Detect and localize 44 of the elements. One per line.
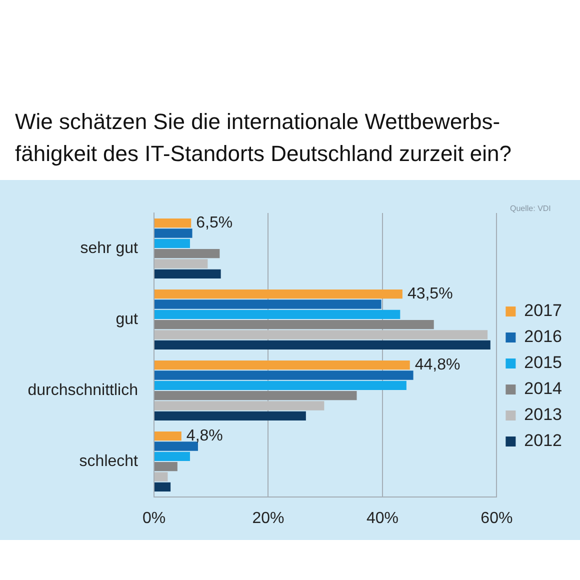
y-tick-label: durchschnittlich bbox=[28, 382, 138, 399]
legend-label: 2017 bbox=[524, 301, 562, 320]
legend-label: 2016 bbox=[524, 327, 562, 346]
y-tick-label: gut bbox=[116, 310, 139, 328]
bar bbox=[154, 472, 168, 482]
bar bbox=[154, 360, 410, 370]
bar bbox=[154, 380, 406, 390]
bar bbox=[154, 330, 488, 340]
bar bbox=[154, 320, 434, 330]
data-label: 44,8% bbox=[414, 356, 460, 374]
x-tick-label: 60% bbox=[480, 510, 513, 528]
bar bbox=[154, 452, 190, 461]
bar bbox=[154, 401, 324, 410]
x-tick-label: 20% bbox=[252, 510, 284, 528]
legend-label: 2013 bbox=[524, 405, 562, 424]
bar bbox=[154, 238, 190, 248]
bar bbox=[154, 249, 220, 258]
bar bbox=[154, 340, 490, 350]
bar bbox=[154, 462, 178, 472]
legend-label: 2012 bbox=[524, 431, 562, 450]
bar bbox=[154, 269, 221, 279]
bar bbox=[154, 300, 382, 309]
bar bbox=[154, 310, 400, 319]
data-label: 6,5% bbox=[196, 214, 233, 232]
bar bbox=[154, 218, 192, 228]
bar bbox=[154, 228, 192, 238]
bar bbox=[154, 482, 171, 492]
legend-label: 2014 bbox=[524, 379, 562, 398]
x-tick-label: 40% bbox=[366, 510, 398, 528]
data-label: 4,8% bbox=[186, 427, 223, 444]
chart-title: Wie schätzen Sie die internationale Wettbewerbs-fähigkeit des IT-Standorts Deutschland zurzeit ein? bbox=[15, 108, 512, 168]
bar bbox=[154, 289, 402, 299]
data-label: 43,5% bbox=[407, 285, 453, 302]
bar bbox=[154, 442, 198, 451]
x-tick-label: 0% bbox=[142, 510, 166, 528]
bar bbox=[154, 259, 208, 268]
legend-label: 2015 bbox=[524, 353, 562, 372]
y-tick-label: schlecht bbox=[79, 452, 139, 470]
bar bbox=[154, 391, 357, 400]
bar bbox=[154, 370, 414, 380]
y-tick-label: sehr gut bbox=[80, 240, 139, 257]
source-note: Quelle: VDI bbox=[510, 204, 551, 213]
bar bbox=[154, 411, 306, 421]
bar bbox=[154, 431, 182, 441]
